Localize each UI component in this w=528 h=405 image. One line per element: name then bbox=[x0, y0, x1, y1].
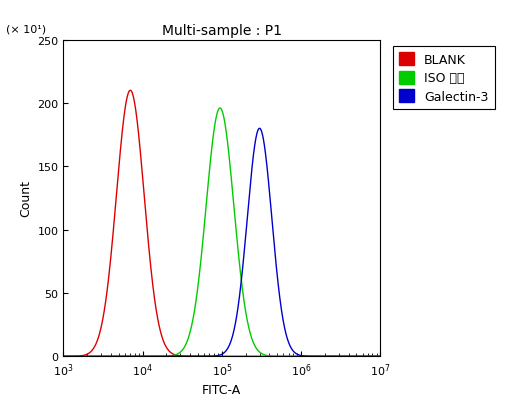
Y-axis label: Count: Count bbox=[19, 180, 32, 217]
BLANK bbox=[248, 354, 254, 359]
Title: Multi-sample : P1: Multi-sample : P1 bbox=[162, 24, 282, 38]
ISO 多抗 bbox=[377, 354, 383, 359]
BLANK bbox=[377, 354, 383, 359]
Galectin-3 bbox=[248, 177, 254, 182]
Galectin-3 bbox=[261, 145, 268, 150]
Galectin-3 bbox=[76, 354, 82, 359]
BLANK bbox=[76, 354, 82, 358]
Galectin-3 bbox=[175, 354, 181, 359]
BLANK bbox=[295, 354, 301, 359]
Text: (× 10¹): (× 10¹) bbox=[6, 24, 46, 34]
ISO 多抗 bbox=[295, 354, 301, 359]
Line: ISO 多抗: ISO 多抗 bbox=[63, 109, 380, 356]
Galectin-3 bbox=[312, 354, 318, 359]
Galectin-3 bbox=[295, 352, 301, 357]
Galectin-3 bbox=[257, 126, 263, 131]
Galectin-3 bbox=[60, 354, 67, 359]
ISO 多抗 bbox=[217, 106, 223, 111]
Line: BLANK: BLANK bbox=[63, 91, 380, 356]
X-axis label: FITC-A: FITC-A bbox=[202, 384, 241, 396]
BLANK bbox=[312, 354, 318, 359]
BLANK bbox=[261, 354, 268, 359]
Galectin-3 bbox=[377, 354, 383, 359]
Legend: BLANK, ISO 多抗, Galectin-3: BLANK, ISO 多抗, Galectin-3 bbox=[393, 47, 495, 110]
Line: Galectin-3: Galectin-3 bbox=[63, 129, 380, 356]
ISO 多抗 bbox=[312, 354, 318, 359]
ISO 多抗 bbox=[248, 333, 254, 338]
BLANK bbox=[175, 353, 181, 358]
BLANK bbox=[60, 354, 67, 359]
ISO 多抗 bbox=[175, 352, 181, 356]
ISO 多抗 bbox=[261, 353, 268, 358]
BLANK bbox=[127, 89, 134, 94]
ISO 多抗 bbox=[76, 354, 82, 359]
ISO 多抗 bbox=[60, 354, 67, 359]
